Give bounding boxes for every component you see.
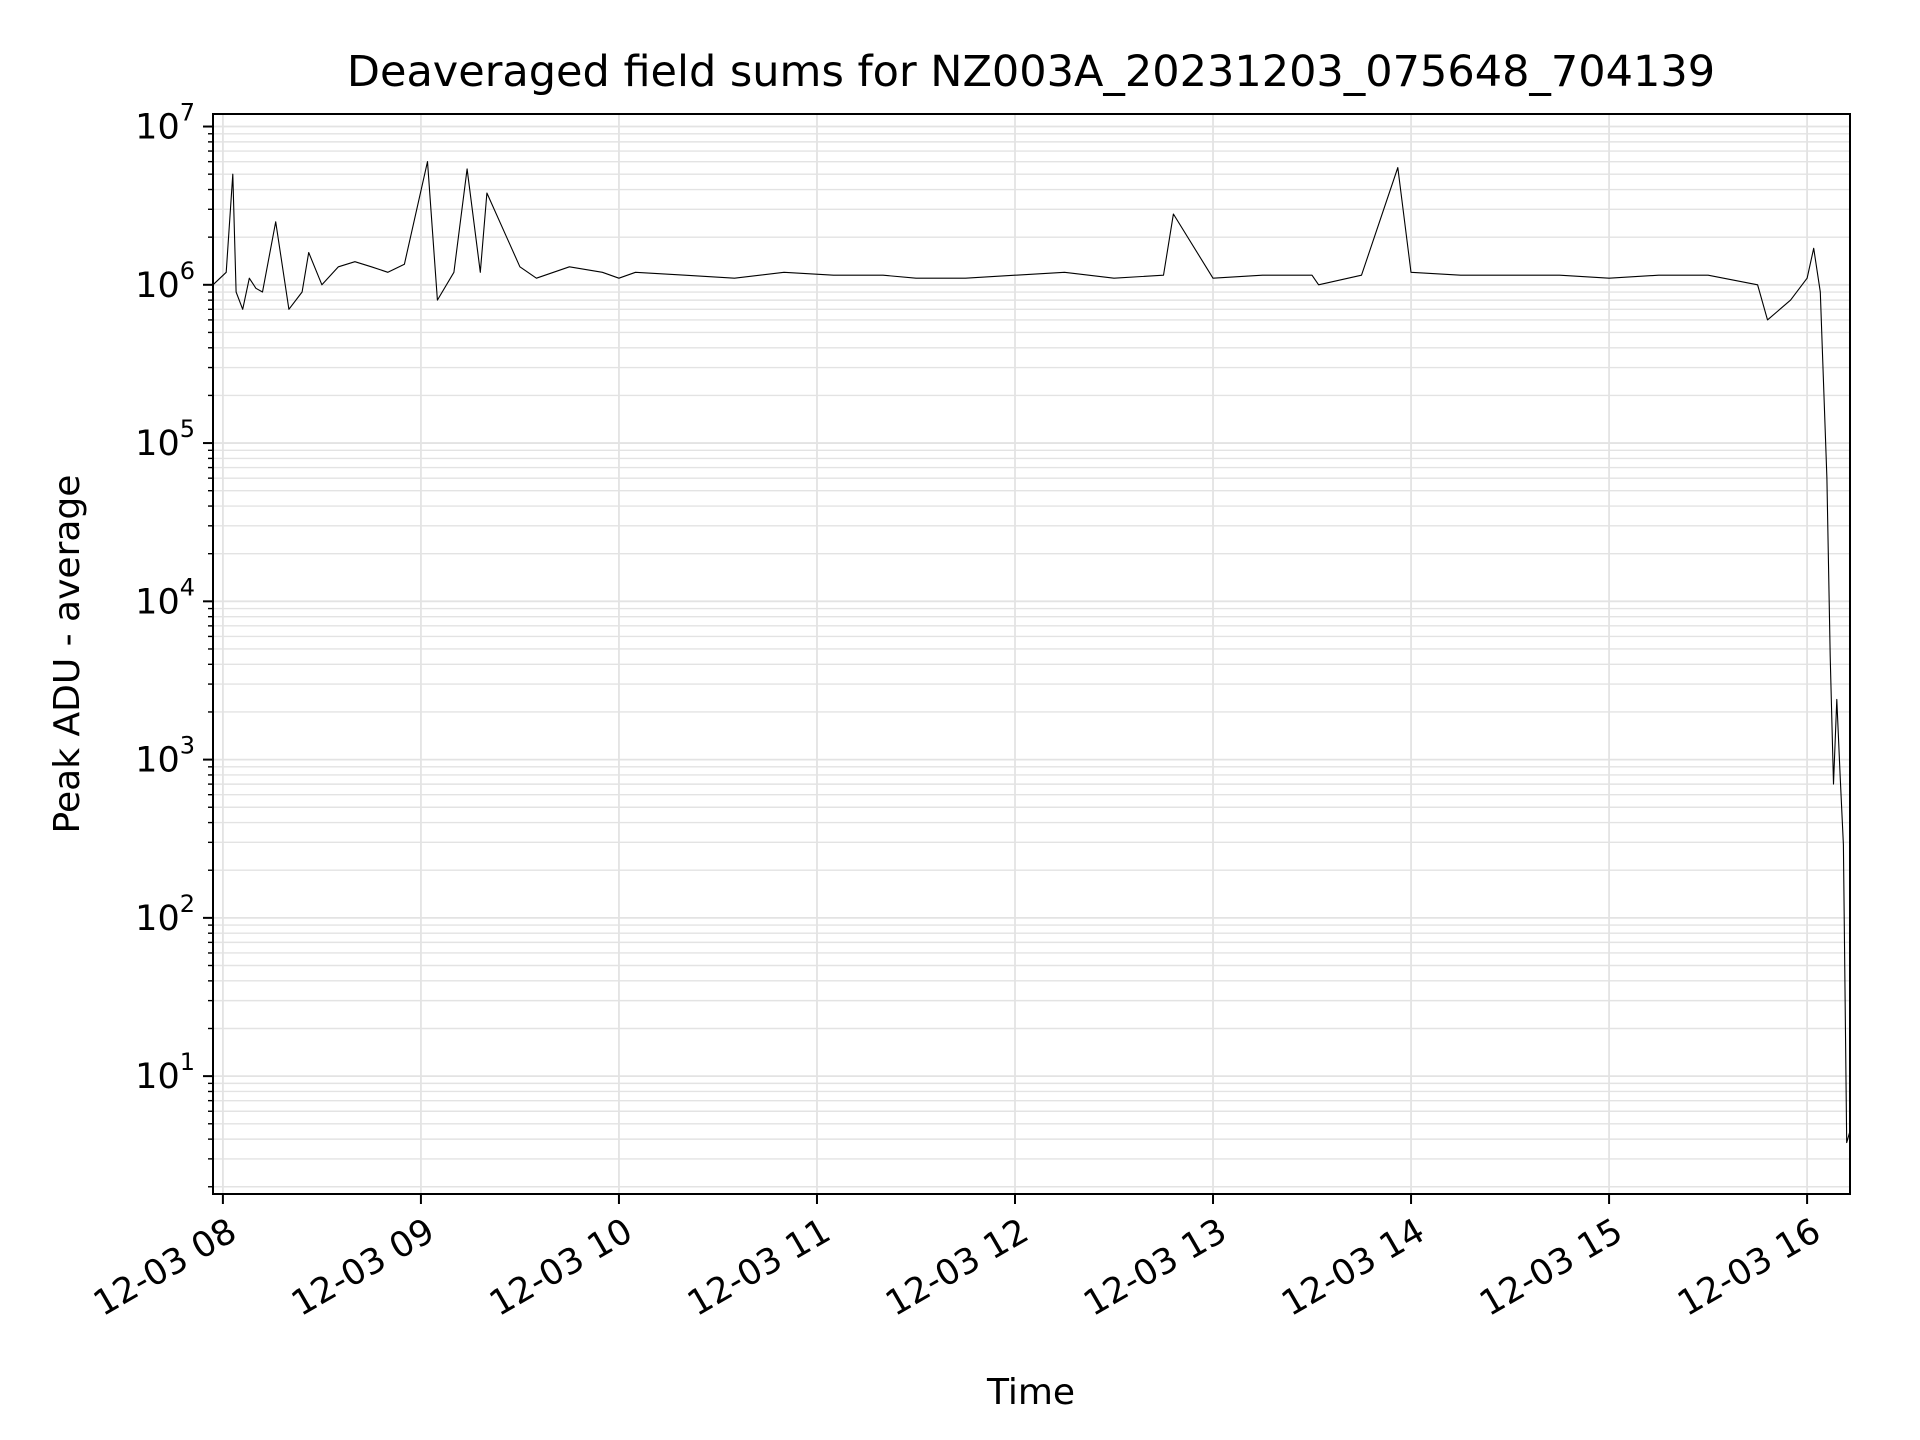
series-line: [212, 161, 1851, 1144]
y-tick-label: 107: [135, 99, 195, 148]
y-axis: 101 102 103 104 105 106 107: [135, 99, 213, 1188]
y-tick-label: 101: [135, 1048, 195, 1097]
y-tick-label: 104: [135, 573, 195, 622]
plot-frame: [212, 113, 1851, 1195]
y-tick-label: 105: [135, 415, 195, 464]
y-axis-label: Peak ADU - average: [47, 475, 88, 834]
x-axis-label: Time: [986, 1372, 1075, 1413]
y-tick-label: 102: [135, 890, 195, 939]
chart-title: Deaveraged field sums for NZ003A_2023120…: [347, 47, 1715, 97]
y-tick-label: 106: [135, 257, 195, 306]
gridlines: [213, 114, 1850, 1194]
y-tick-label: 103: [135, 732, 195, 781]
